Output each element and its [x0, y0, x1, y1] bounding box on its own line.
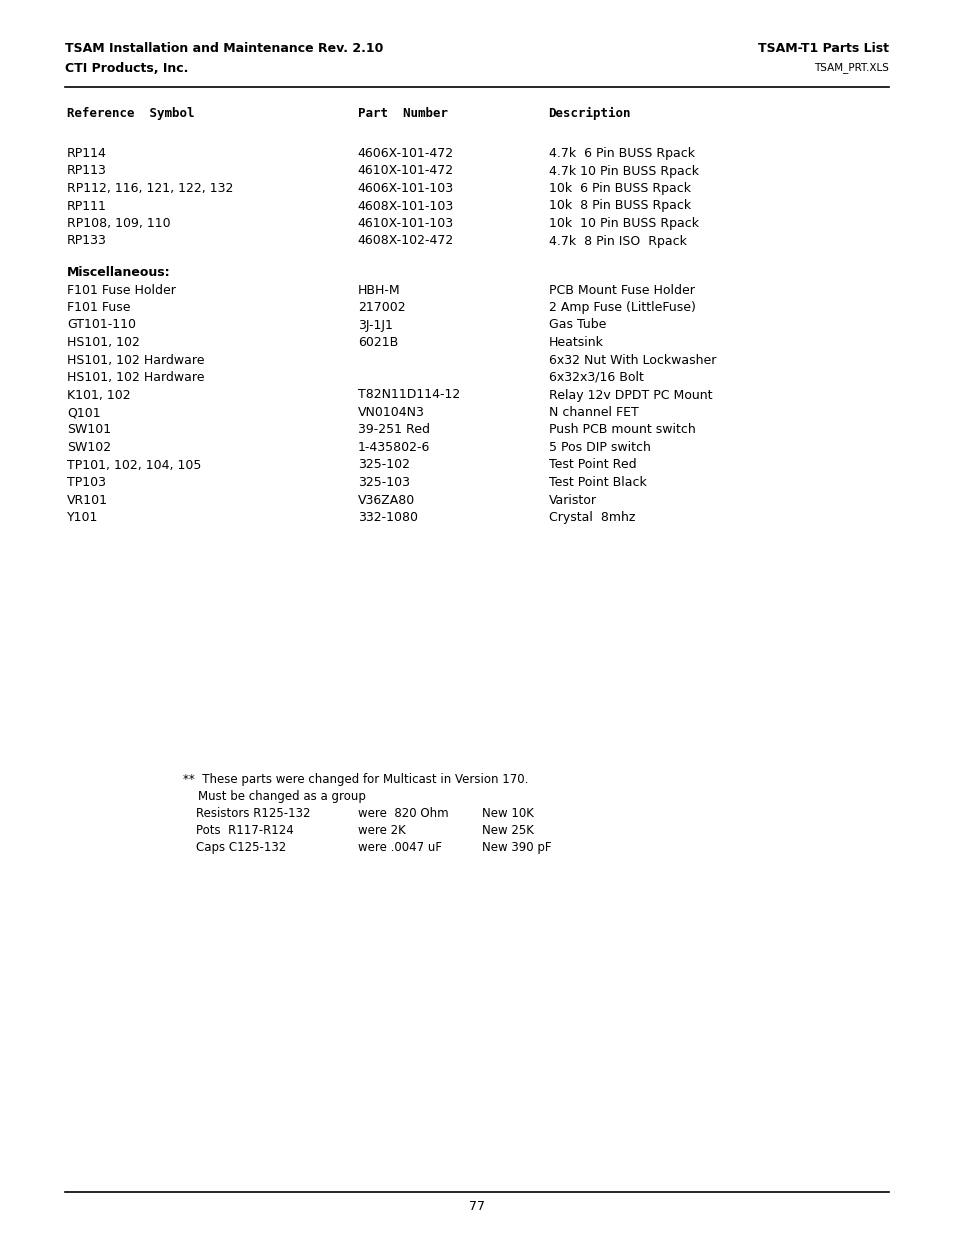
- Text: Part  Number: Part Number: [357, 107, 447, 120]
- Text: RP108, 109, 110: RP108, 109, 110: [67, 217, 171, 230]
- Text: N channel FET: N channel FET: [548, 406, 638, 419]
- Text: T82N11D114-12: T82N11D114-12: [357, 389, 459, 401]
- Text: F101 Fuse: F101 Fuse: [67, 301, 131, 314]
- Text: 5 Pos DIP switch: 5 Pos DIP switch: [548, 441, 650, 454]
- Text: 4.7k 10 Pin BUSS Rpack: 4.7k 10 Pin BUSS Rpack: [548, 164, 698, 178]
- Text: 4610X-101-103: 4610X-101-103: [357, 217, 454, 230]
- Text: 10k  10 Pin BUSS Rpack: 10k 10 Pin BUSS Rpack: [548, 217, 698, 230]
- Text: Resistors R125-132: Resistors R125-132: [181, 806, 311, 820]
- Text: 4608X-101-103: 4608X-101-103: [357, 200, 454, 212]
- Text: Reference  Symbol: Reference Symbol: [67, 107, 194, 120]
- Text: New 25K: New 25K: [481, 824, 533, 837]
- Text: 77: 77: [469, 1200, 484, 1213]
- Text: Caps C125-132: Caps C125-132: [181, 841, 286, 853]
- Text: Pots  R117-R124: Pots R117-R124: [181, 824, 294, 837]
- Text: 4.7k  8 Pin ISO  Rpack: 4.7k 8 Pin ISO Rpack: [548, 235, 686, 247]
- Text: TSAM Installation and Maintenance Rev. 2.10: TSAM Installation and Maintenance Rev. 2…: [65, 42, 383, 56]
- Text: 10k  8 Pin BUSS Rpack: 10k 8 Pin BUSS Rpack: [548, 200, 690, 212]
- Text: Test Point Red: Test Point Red: [548, 458, 636, 472]
- Text: 39-251 Red: 39-251 Red: [357, 424, 429, 436]
- Text: Description: Description: [548, 107, 630, 120]
- Text: Must be changed as a group: Must be changed as a group: [183, 790, 366, 803]
- Text: 325-102: 325-102: [357, 458, 410, 472]
- Text: RP112, 116, 121, 122, 132: RP112, 116, 121, 122, 132: [67, 182, 233, 195]
- Text: 1-435802-6: 1-435802-6: [357, 441, 430, 454]
- Text: RP113: RP113: [67, 164, 107, 178]
- Text: 6x32 Nut With Lockwasher: 6x32 Nut With Lockwasher: [548, 353, 715, 367]
- Text: 325-103: 325-103: [357, 475, 410, 489]
- Text: New 10K: New 10K: [481, 806, 533, 820]
- Text: **  These parts were changed for Multicast in Version 170.: ** These parts were changed for Multicas…: [183, 773, 528, 785]
- Text: TSAM-T1 Parts List: TSAM-T1 Parts List: [758, 42, 888, 56]
- Text: were 2K: were 2K: [357, 824, 405, 837]
- Text: were .0047 uF: were .0047 uF: [357, 841, 441, 853]
- Text: 6021B: 6021B: [357, 336, 397, 350]
- Text: SW101: SW101: [67, 424, 111, 436]
- Text: were  820 Ohm: were 820 Ohm: [357, 806, 448, 820]
- Text: HS101, 102 Hardware: HS101, 102 Hardware: [67, 353, 204, 367]
- Text: 4.7k  6 Pin BUSS Rpack: 4.7k 6 Pin BUSS Rpack: [548, 147, 694, 161]
- Text: Q101: Q101: [67, 406, 100, 419]
- Text: 10k  6 Pin BUSS Rpack: 10k 6 Pin BUSS Rpack: [548, 182, 690, 195]
- Text: TSAM_PRT.XLS: TSAM_PRT.XLS: [813, 62, 888, 73]
- Text: Y101: Y101: [67, 511, 98, 524]
- Text: SW102: SW102: [67, 441, 111, 454]
- Text: F101 Fuse Holder: F101 Fuse Holder: [67, 284, 175, 296]
- Text: RP114: RP114: [67, 147, 107, 161]
- Text: PCB Mount Fuse Holder: PCB Mount Fuse Holder: [548, 284, 694, 296]
- Text: Test Point Black: Test Point Black: [548, 475, 645, 489]
- Text: Relay 12v DPDT PC Mount: Relay 12v DPDT PC Mount: [548, 389, 711, 401]
- Text: Miscellaneous:: Miscellaneous:: [67, 266, 171, 279]
- Text: RP133: RP133: [67, 235, 107, 247]
- Text: 4608X-102-472: 4608X-102-472: [357, 235, 454, 247]
- Text: HS101, 102: HS101, 102: [67, 336, 139, 350]
- Text: Varistor: Varistor: [548, 494, 596, 506]
- Text: New 390 pF: New 390 pF: [481, 841, 551, 853]
- Text: 3J-1J1: 3J-1J1: [357, 319, 393, 331]
- Text: CTI Products, Inc.: CTI Products, Inc.: [65, 62, 188, 75]
- Text: 217002: 217002: [357, 301, 405, 314]
- Text: Heatsink: Heatsink: [548, 336, 603, 350]
- Text: Gas Tube: Gas Tube: [548, 319, 605, 331]
- Text: VR101: VR101: [67, 494, 108, 506]
- Text: 6x32x3/16 Bolt: 6x32x3/16 Bolt: [548, 370, 642, 384]
- Text: 4606X-101-472: 4606X-101-472: [357, 147, 454, 161]
- Text: HBH-M: HBH-M: [357, 284, 400, 296]
- Text: K101, 102: K101, 102: [67, 389, 131, 401]
- Text: HS101, 102 Hardware: HS101, 102 Hardware: [67, 370, 204, 384]
- Text: V36ZA80: V36ZA80: [357, 494, 415, 506]
- Text: TP101, 102, 104, 105: TP101, 102, 104, 105: [67, 458, 201, 472]
- Text: Crystal  8mhz: Crystal 8mhz: [548, 511, 635, 524]
- Text: 2 Amp Fuse (LittleFuse): 2 Amp Fuse (LittleFuse): [548, 301, 695, 314]
- Text: VN0104N3: VN0104N3: [357, 406, 424, 419]
- Text: TP103: TP103: [67, 475, 106, 489]
- Text: 4610X-101-472: 4610X-101-472: [357, 164, 454, 178]
- Text: 4606X-101-103: 4606X-101-103: [357, 182, 454, 195]
- Text: 332-1080: 332-1080: [357, 511, 417, 524]
- Text: RP111: RP111: [67, 200, 107, 212]
- Text: Push PCB mount switch: Push PCB mount switch: [548, 424, 695, 436]
- Text: GT101-110: GT101-110: [67, 319, 135, 331]
